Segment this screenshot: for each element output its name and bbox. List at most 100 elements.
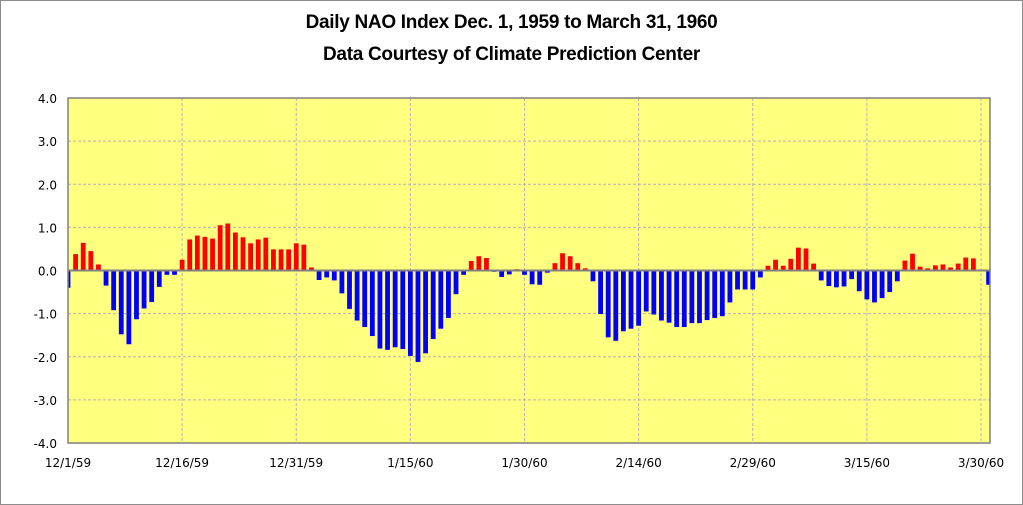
- bar-positive: [255, 239, 261, 271]
- bar-negative: [164, 270, 170, 275]
- y-tick-label: 2.0: [38, 178, 57, 192]
- bar-positive: [293, 243, 299, 271]
- bar-positive: [194, 235, 200, 271]
- bar-positive: [560, 253, 565, 271]
- bar-positive: [940, 264, 946, 271]
- bar-negative: [407, 270, 413, 356]
- bar-positive: [210, 238, 215, 271]
- x-tick-label: 1/30/60: [501, 456, 547, 470]
- bar-negative: [818, 270, 824, 281]
- bar-positive: [910, 253, 915, 271]
- bar-negative: [362, 270, 368, 327]
- bar-positive: [179, 259, 185, 271]
- bar-positive: [575, 263, 581, 271]
- bar-positive: [301, 244, 307, 271]
- chart-subtitle: Data Courtesy of Climate Prediction Cent…: [323, 44, 700, 65]
- bar-negative: [141, 270, 147, 309]
- bar-negative: [430, 270, 436, 340]
- bar-negative: [172, 270, 177, 275]
- bar-negative: [339, 270, 345, 294]
- bar-negative: [651, 270, 657, 315]
- bar-negative: [590, 270, 596, 282]
- bar-positive: [765, 265, 771, 271]
- bar-negative: [499, 270, 505, 277]
- bar-negative: [659, 270, 664, 321]
- y-tick-label: -2.0: [34, 351, 57, 365]
- bar-negative: [118, 270, 124, 335]
- bar-negative: [149, 270, 155, 302]
- bar-negative: [103, 270, 109, 286]
- bar-negative: [369, 270, 375, 337]
- bar-positive: [955, 263, 961, 271]
- y-tick-label: 4.0: [38, 92, 57, 106]
- bar-negative: [331, 270, 337, 281]
- bar-negative: [727, 270, 733, 303]
- y-tick-label: -3.0: [34, 394, 57, 408]
- bar-negative: [544, 270, 550, 273]
- bar-positive: [248, 243, 253, 271]
- bar-negative: [681, 270, 687, 327]
- bar-negative: [453, 270, 459, 295]
- bar-negative: [834, 270, 839, 288]
- bar-negative: [156, 270, 162, 287]
- bar-negative: [636, 270, 642, 326]
- bar-negative: [757, 270, 763, 278]
- bar-positive: [80, 242, 86, 271]
- bar-positive: [232, 232, 238, 271]
- bar-negative: [522, 270, 527, 275]
- bar-negative: [621, 270, 626, 332]
- bar-negative: [354, 270, 360, 321]
- bar-negative: [598, 270, 603, 315]
- bar-positive: [217, 225, 223, 271]
- bar-negative: [742, 270, 748, 290]
- y-tick-label: 0.0: [38, 265, 57, 279]
- bar-positive: [796, 247, 801, 271]
- bar-negative: [506, 270, 512, 275]
- x-tick-label: 12/1/59: [45, 456, 91, 470]
- bar-negative: [841, 270, 847, 287]
- bars: [68, 223, 990, 362]
- bar-negative: [826, 270, 832, 287]
- chart-title: Daily NAO Index Dec. 1, 1959 to March 31…: [305, 12, 718, 33]
- bar-negative: [415, 270, 421, 362]
- bar-positive: [309, 267, 314, 271]
- bar-negative: [68, 270, 71, 288]
- bar-positive: [240, 237, 246, 271]
- bar-negative: [849, 270, 855, 280]
- x-tick-label: 2/14/60: [615, 456, 661, 470]
- bar-negative: [689, 270, 695, 324]
- bar-negative: [529, 270, 535, 285]
- bar-negative: [704, 270, 710, 321]
- bar-negative: [643, 270, 649, 312]
- bar-positive: [963, 257, 969, 271]
- bar-negative: [347, 270, 352, 309]
- bar-positive: [476, 256, 482, 271]
- bar-negative: [750, 270, 756, 290]
- bar-positive: [932, 265, 938, 271]
- bar-negative: [887, 270, 893, 293]
- bar-positive: [567, 256, 573, 271]
- bar-negative: [613, 270, 619, 341]
- bar-positive: [202, 236, 208, 271]
- bar-negative: [111, 270, 117, 311]
- bar-positive: [88, 251, 94, 271]
- bar-positive: [925, 268, 931, 271]
- bar-negative: [879, 270, 885, 299]
- bar-negative: [316, 270, 322, 280]
- bar-negative: [666, 270, 672, 323]
- bar-positive: [803, 248, 809, 271]
- y-tick-label: -4.0: [34, 437, 57, 451]
- bar-positive: [582, 268, 588, 271]
- bar-positive: [468, 261, 474, 271]
- plot-border: [67, 97, 991, 444]
- bar-positive: [780, 265, 786, 271]
- bar-negative: [628, 270, 634, 329]
- x-tick-label: 12/16/59: [155, 456, 209, 470]
- bar-negative: [423, 270, 428, 354]
- x-tick-label: 12/31/59: [269, 456, 323, 470]
- bar-positive: [96, 264, 101, 271]
- y-tick-label: 3.0: [38, 135, 57, 149]
- y-tick-label: -1.0: [34, 308, 57, 322]
- bar-positive: [811, 263, 817, 271]
